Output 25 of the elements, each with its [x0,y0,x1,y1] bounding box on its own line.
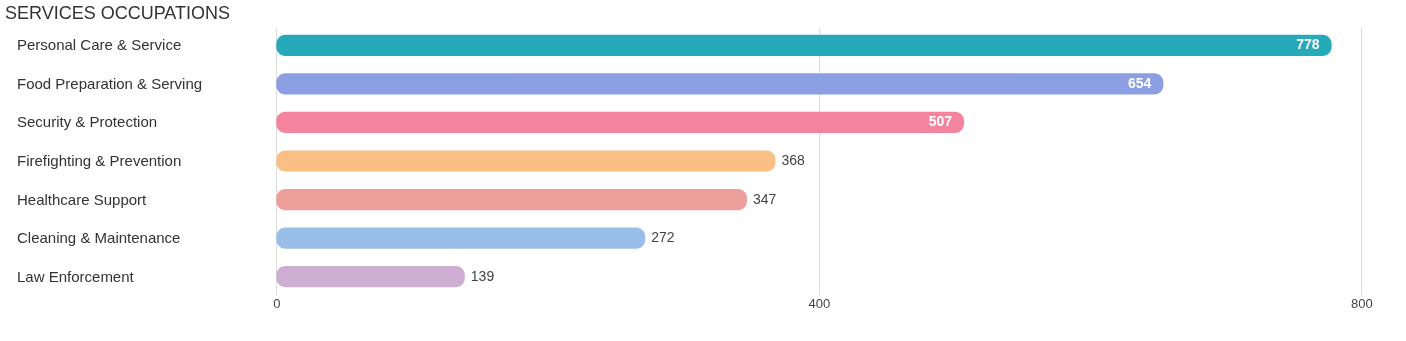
bar [276,111,964,134]
bar [276,34,1332,56]
x-tick-label: 0 [273,295,281,311]
y-tick-label: Food Preparation & Serving [17,74,203,92]
bar [276,150,776,172]
data-label: 368 [781,152,806,168]
data-label: 347 [752,190,777,207]
y-tick-label: Law Enforcement [17,267,135,285]
x-tick-label: 800 [1351,295,1373,311]
y-tick-label: Personal Care & Service [17,36,182,54]
y-tick-label: Security & Protection [17,113,158,131]
bar [276,188,747,211]
y-tick-label: Firefighting & Prevention [17,152,182,169]
data-label: 139 [470,267,495,284]
bar [276,73,1164,95]
data-label: 507 [928,113,953,130]
bar [276,227,646,249]
data-label: 272 [651,229,675,246]
y-tick-label: Healthcare Support [17,190,148,208]
data-label: 654 [1128,74,1152,91]
data-label: 778 [1296,36,1320,53]
x-tick-label: 400 [808,295,831,311]
y-tick-label: Cleaning & Maintenance [17,229,181,247]
chart-title: SERVICES OCCUPATIONS [5,3,231,23]
bar [276,266,465,288]
